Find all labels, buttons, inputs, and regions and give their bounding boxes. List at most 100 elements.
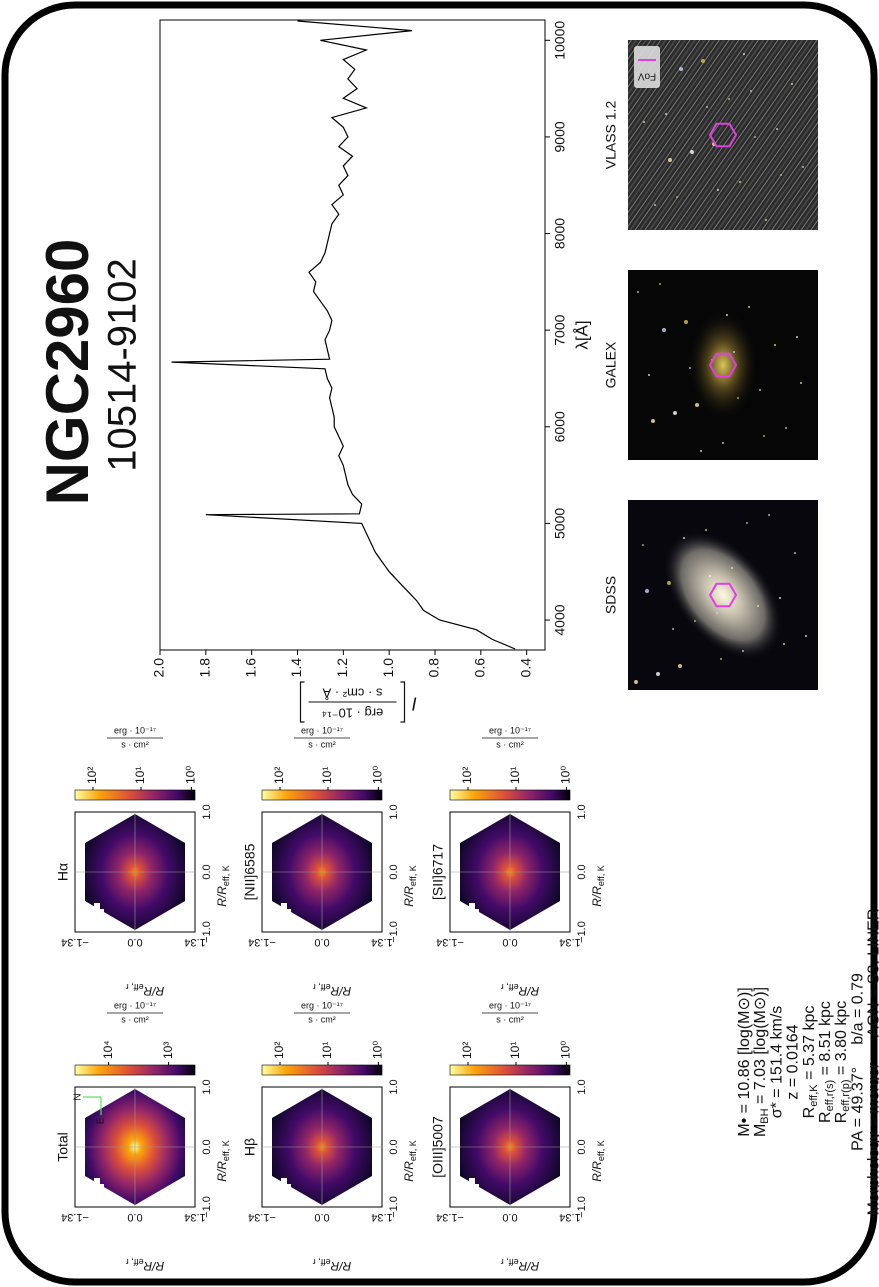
unit-denominator: s · cm²	[121, 1014, 149, 1024]
star	[648, 374, 650, 376]
y-tick-label: 1.8	[197, 658, 213, 678]
map-y-tick-label: 1.34	[184, 936, 205, 948]
star	[722, 442, 724, 444]
label-main: R/R	[215, 1161, 229, 1182]
label-main: R/R	[518, 984, 539, 998]
property-text: R	[801, 1107, 818, 1119]
star	[763, 435, 765, 437]
x-axis-label: λ[Å]	[572, 320, 591, 349]
colorbar	[75, 790, 195, 800]
star	[742, 650, 744, 652]
star	[634, 680, 638, 684]
map-title: Hα	[55, 863, 71, 881]
unit-numerator: erg · 10⁻¹⁷	[489, 1000, 531, 1010]
unit-numerator: erg · 10⁻¹⁷	[114, 725, 156, 735]
unit-denominator: s · cm²	[496, 1014, 524, 1024]
star	[720, 658, 722, 660]
y-tick-label: 0.4	[517, 658, 533, 678]
star	[673, 411, 677, 415]
x-tick-label: 9000	[552, 121, 568, 152]
star	[796, 336, 798, 338]
label-main: R/R	[330, 1259, 351, 1273]
label-sub: eff, r	[313, 982, 331, 992]
star	[791, 83, 793, 85]
star	[683, 537, 685, 539]
map-title: Hβ	[242, 1138, 258, 1156]
colorbar-tick-label: 10⁰	[371, 1041, 385, 1059]
galaxy-glow	[688, 310, 758, 420]
star	[709, 575, 711, 577]
colorbar-tick-label: 10⁰	[559, 766, 573, 784]
star	[779, 597, 781, 599]
star	[694, 620, 696, 622]
star	[765, 219, 767, 221]
colorbar-tick-label: 10³	[161, 1042, 175, 1059]
star	[794, 552, 796, 554]
unit-numerator: erg · 10⁻¹⁷	[301, 725, 343, 735]
star	[802, 166, 804, 168]
star	[705, 529, 707, 531]
map-title: Total	[55, 1132, 71, 1162]
map-y-tick-label: 1.34	[559, 936, 580, 948]
property-text: M	[752, 1124, 769, 1137]
map-y-tick-label: 0.0	[502, 936, 517, 948]
map-y-tick-label: −1.34	[248, 1211, 276, 1223]
label-main: R/R	[590, 886, 604, 907]
property-text: σ* = 151.4 km/s	[769, 1006, 786, 1119]
label-sub: eff, r	[126, 982, 144, 992]
legend-label: FoV	[638, 70, 657, 81]
star	[783, 643, 785, 645]
label-sub: eff, K	[596, 865, 606, 886]
map-title: [NII]6585	[242, 843, 258, 900]
map-y-tick-label: −1.34	[61, 1211, 89, 1223]
compass-label: N	[73, 1093, 84, 1100]
star	[659, 283, 661, 285]
map-x-tick-label: 0.0	[388, 1139, 400, 1154]
star	[679, 67, 683, 71]
property-text: Morphology = merger AGN = S3, LINER	[866, 909, 879, 1216]
map-title: [SII]6717	[430, 844, 446, 900]
label-sub: eff, K	[408, 865, 418, 886]
unit-denominator: s · cm²	[308, 739, 336, 749]
star	[654, 204, 656, 206]
colorbar-tick-label: 10⁰	[184, 766, 198, 784]
map-x-tick-label: 1.0	[388, 804, 400, 819]
star	[805, 635, 807, 637]
map-y-tick-label: 0.0	[314, 936, 329, 948]
unit-numerator: erg · 10⁻¹⁷	[114, 1000, 156, 1010]
label-sub: eff, K	[221, 1140, 231, 1161]
star	[743, 53, 745, 55]
map-x-tick-label: 1.0	[388, 1079, 400, 1094]
star	[656, 672, 660, 676]
y-tick-label: 0.6	[472, 658, 488, 678]
star	[676, 196, 678, 198]
subscript: eff,r(s)	[824, 1080, 836, 1112]
colorbar-tick-label: 10²	[272, 1042, 286, 1059]
star	[780, 174, 782, 176]
star	[768, 514, 770, 516]
colorbar	[75, 1065, 195, 1075]
colorbar-tick-label: 10¹	[133, 767, 147, 784]
x-tick-label: 5000	[552, 508, 568, 539]
y-tick-label: 2.0	[151, 658, 167, 678]
map-y-tick-label: −1.34	[248, 936, 276, 948]
property-line: PA = 49.37° b/a = 0.79	[850, 973, 867, 1151]
property-text: PA = 49.37° b/a = 0.79	[850, 973, 867, 1151]
label-sub: eff, K	[221, 865, 231, 886]
map-x-tick-label: 0.0	[388, 864, 400, 879]
star	[757, 605, 759, 607]
colorbar	[262, 1065, 382, 1075]
star	[643, 121, 645, 123]
property-line: z = 0.0164	[785, 1024, 802, 1099]
label-main: R/R	[518, 1259, 539, 1273]
unit-denominator: s · cm²	[496, 739, 524, 749]
x-tick-label: 10000	[552, 21, 568, 60]
figure: NGC2960 10514-9102 0.40.60.81.01.21.41.6…	[0, 0, 879, 1287]
star	[717, 189, 719, 191]
map-x-tick-label: 0.0	[201, 1139, 213, 1154]
property-text: M• = 10.86 [log(M⊙)]	[736, 987, 753, 1136]
star	[706, 106, 708, 108]
star	[754, 136, 756, 138]
y-tick-label: 1.0	[380, 658, 396, 678]
label-main: R/R	[590, 1161, 604, 1182]
